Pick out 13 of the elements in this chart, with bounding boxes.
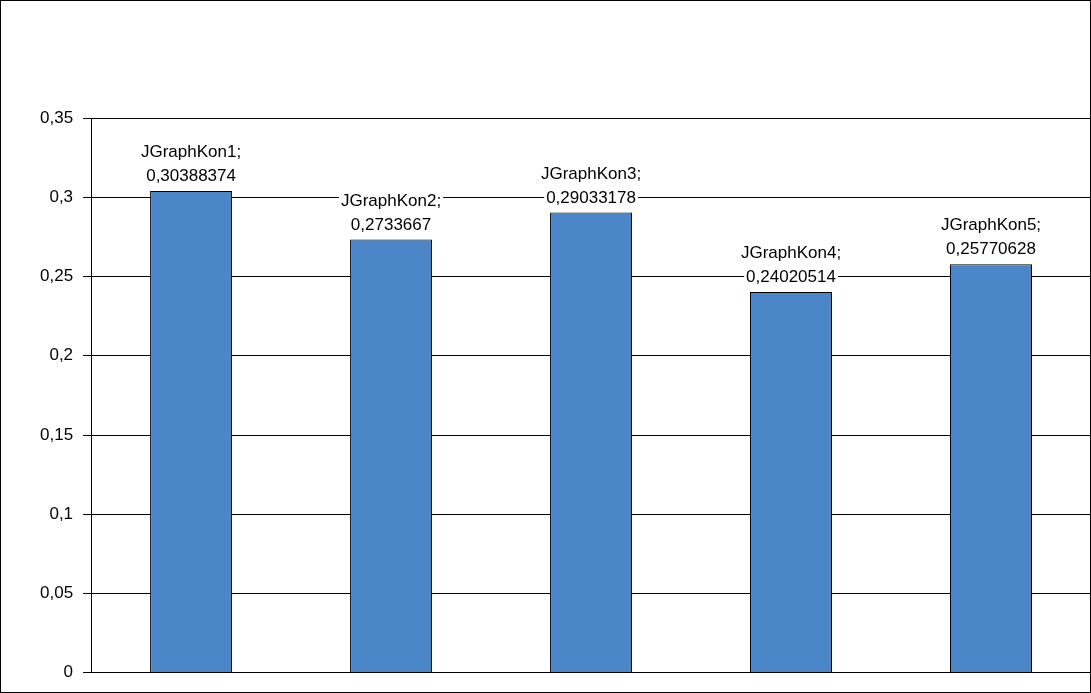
y-tick-label: 0,2 xyxy=(49,345,74,365)
y-tick-label: 0,25 xyxy=(39,266,74,286)
data-label: JGraphKon4; 0,24020514 xyxy=(740,243,842,287)
data-label: JGraphKon1; 0,30388374 xyxy=(140,142,242,186)
y-tick-label: 0,05 xyxy=(39,583,74,603)
data-label: JGraphKon2; 0,2733667 xyxy=(340,190,442,234)
y-tick-label: 0,1 xyxy=(49,503,74,523)
y-tick-label: 0,35 xyxy=(39,107,74,127)
y-tick-label: 0 xyxy=(63,662,74,682)
y-tick-label: 0,3 xyxy=(49,186,74,206)
data-label: JGraphKon5; 0,25770628 xyxy=(940,215,1042,259)
data-label: JGraphKon3; 0,29033178 xyxy=(540,163,642,207)
y-tick-label: 0,15 xyxy=(39,424,74,444)
